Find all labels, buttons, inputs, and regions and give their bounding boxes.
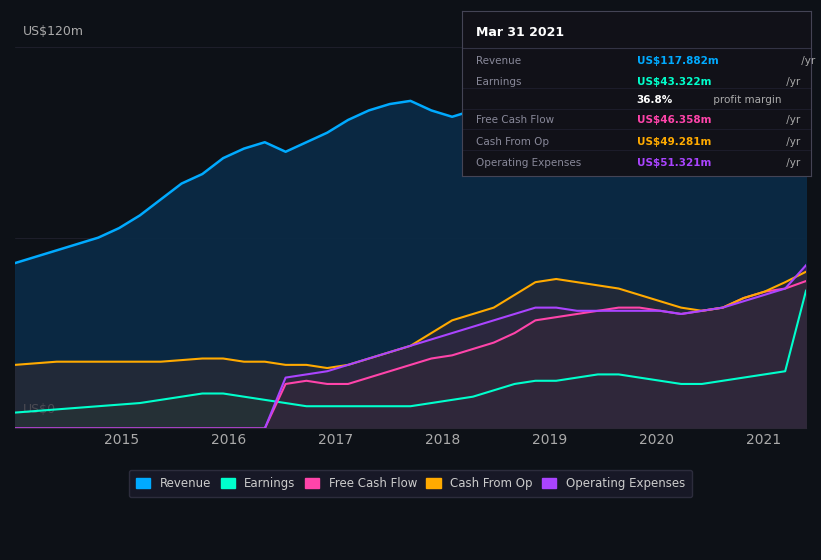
Text: 36.8%: 36.8%: [637, 95, 673, 105]
Text: Revenue: Revenue: [476, 56, 521, 66]
Text: US$120m: US$120m: [23, 25, 84, 38]
Text: US$46.358m: US$46.358m: [637, 115, 711, 125]
Text: Earnings: Earnings: [476, 77, 521, 87]
Text: US$51.321m: US$51.321m: [637, 158, 711, 168]
Text: US$43.322m: US$43.322m: [637, 77, 711, 87]
Text: US$0: US$0: [23, 403, 56, 416]
Text: Free Cash Flow: Free Cash Flow: [476, 115, 554, 125]
Text: profit margin: profit margin: [710, 95, 782, 105]
Text: US$117.882m: US$117.882m: [637, 56, 718, 66]
Text: Mar 31 2021: Mar 31 2021: [476, 26, 564, 39]
Text: /yr: /yr: [783, 137, 800, 147]
Legend: Revenue, Earnings, Free Cash Flow, Cash From Op, Operating Expenses: Revenue, Earnings, Free Cash Flow, Cash …: [129, 470, 692, 497]
Text: /yr: /yr: [783, 158, 800, 168]
Text: /yr: /yr: [783, 77, 800, 87]
Text: US$49.281m: US$49.281m: [637, 137, 711, 147]
Text: /yr: /yr: [783, 115, 800, 125]
Text: /yr: /yr: [798, 56, 815, 66]
Text: Operating Expenses: Operating Expenses: [476, 158, 581, 168]
Text: Cash From Op: Cash From Op: [476, 137, 549, 147]
